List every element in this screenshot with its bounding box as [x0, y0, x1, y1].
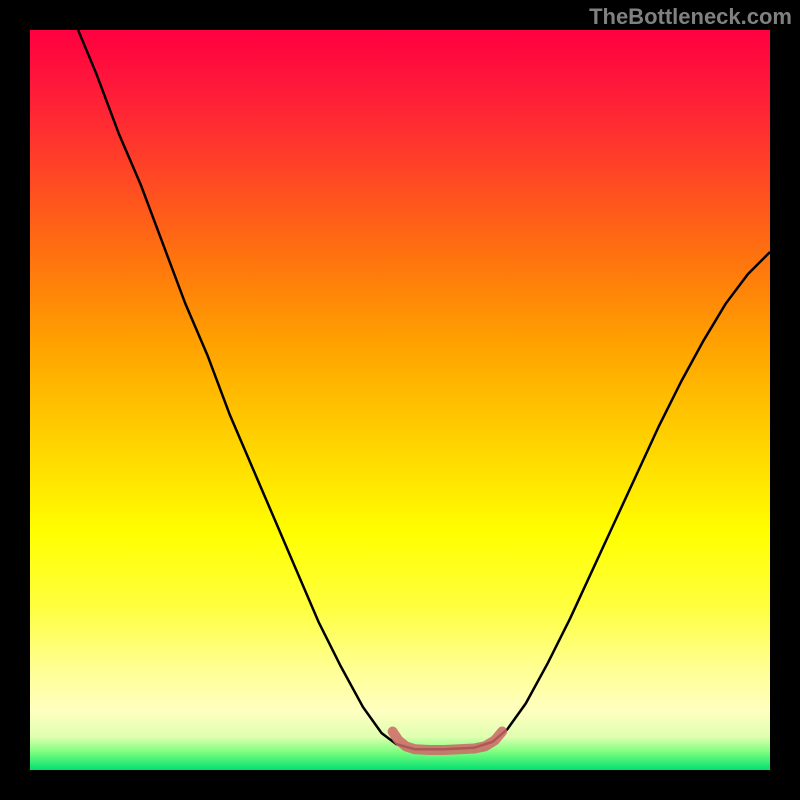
watermark-text: TheBottleneck.com — [589, 4, 792, 30]
chart-container: TheBottleneck.com — [0, 0, 800, 800]
gradient-background — [30, 30, 770, 770]
border-bottom — [0, 770, 800, 800]
bottleneck-chart — [0, 0, 800, 800]
border-right — [770, 0, 800, 800]
border-left — [0, 0, 30, 800]
